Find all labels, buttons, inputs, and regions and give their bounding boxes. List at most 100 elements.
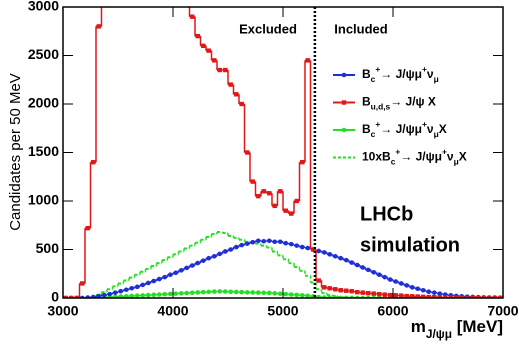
marker xyxy=(338,255,344,261)
marker xyxy=(255,238,261,244)
marker xyxy=(156,292,162,297)
marker xyxy=(365,267,371,273)
y-tick-label: 0 xyxy=(51,289,59,305)
marker xyxy=(354,262,360,268)
marker xyxy=(316,294,322,298)
marker xyxy=(245,150,250,155)
marker xyxy=(459,295,464,298)
marker xyxy=(178,268,184,273)
marker xyxy=(162,274,168,280)
marker xyxy=(349,289,354,294)
marker xyxy=(316,278,321,283)
marker xyxy=(332,253,338,259)
marker xyxy=(80,281,85,286)
marker xyxy=(355,289,360,295)
marker xyxy=(415,294,420,298)
marker xyxy=(294,243,300,248)
marker xyxy=(222,249,228,254)
marker xyxy=(393,279,399,284)
marker xyxy=(195,33,200,39)
marker xyxy=(123,293,129,298)
x-tick-label: 6000 xyxy=(377,303,408,319)
marker xyxy=(294,198,299,204)
marker xyxy=(129,286,135,291)
x-tick-label: 3000 xyxy=(47,303,78,319)
marker xyxy=(382,292,387,297)
marker xyxy=(261,238,267,244)
marker xyxy=(341,127,347,133)
marker xyxy=(278,189,283,194)
annotation: simulation xyxy=(360,234,460,256)
marker xyxy=(145,292,151,298)
marker xyxy=(333,287,338,292)
marker xyxy=(341,72,347,78)
marker xyxy=(437,291,443,296)
marker xyxy=(211,253,217,259)
marker xyxy=(420,287,426,293)
x-tick-label: 7000 xyxy=(487,303,518,319)
marker xyxy=(250,290,256,295)
marker xyxy=(426,289,432,294)
marker xyxy=(283,208,288,213)
marker xyxy=(244,290,250,295)
marker xyxy=(140,282,146,288)
marker xyxy=(96,24,101,29)
marker xyxy=(404,283,410,288)
marker xyxy=(63,295,68,298)
marker xyxy=(90,294,96,298)
marker xyxy=(338,288,343,293)
marker xyxy=(366,290,371,296)
marker xyxy=(415,286,421,292)
marker xyxy=(388,292,393,298)
marker xyxy=(200,289,206,295)
marker xyxy=(437,295,442,298)
marker xyxy=(426,294,431,298)
marker xyxy=(316,248,322,254)
marker xyxy=(101,292,107,298)
marker xyxy=(465,295,470,298)
marker xyxy=(74,295,79,298)
marker xyxy=(410,294,415,298)
marker xyxy=(189,290,195,296)
marker xyxy=(212,58,217,63)
marker xyxy=(431,290,437,295)
marker xyxy=(481,295,486,298)
marker xyxy=(371,291,376,296)
marker xyxy=(112,294,118,298)
y-tick-label: 3000 xyxy=(28,0,59,14)
marker xyxy=(217,251,223,257)
marker xyxy=(217,67,222,73)
marker xyxy=(277,239,283,245)
marker xyxy=(211,289,217,294)
marker xyxy=(156,276,162,282)
marker xyxy=(299,292,305,298)
marker xyxy=(206,48,211,53)
marker xyxy=(266,238,272,244)
marker xyxy=(398,281,404,286)
marker xyxy=(201,43,206,48)
annotation: Excluded xyxy=(239,21,297,36)
marker xyxy=(206,255,212,261)
marker xyxy=(349,260,355,265)
marker xyxy=(134,284,140,290)
annotation: Included xyxy=(334,21,388,36)
marker xyxy=(190,14,195,19)
marker xyxy=(294,292,300,298)
marker xyxy=(250,179,255,184)
marker xyxy=(272,291,278,296)
marker xyxy=(69,295,74,298)
y-tick-label: 2500 xyxy=(28,46,59,62)
marker xyxy=(233,289,239,295)
marker xyxy=(189,263,195,268)
marker xyxy=(498,295,503,298)
marker xyxy=(393,293,398,298)
marker xyxy=(404,293,409,298)
marker xyxy=(344,288,349,293)
marker xyxy=(118,288,124,294)
marker xyxy=(470,295,475,298)
marker xyxy=(277,291,283,297)
marker xyxy=(184,290,190,296)
marker xyxy=(239,101,244,107)
marker xyxy=(272,203,277,209)
marker xyxy=(217,289,223,294)
